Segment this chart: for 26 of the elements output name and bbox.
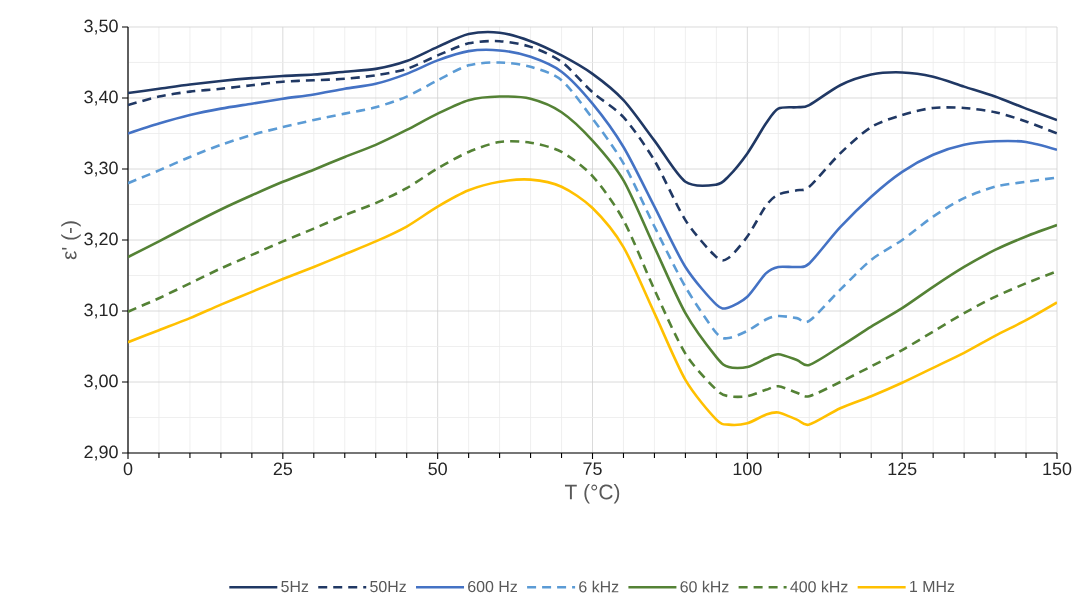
y-tick-label: 3,30	[84, 161, 118, 177]
x-tick-label: 50	[428, 462, 447, 476]
legend-label: 50Hz	[370, 580, 406, 593]
x-tick-label: 25	[273, 462, 293, 476]
line-series	[128, 95, 1058, 370]
x-tick-label: 125	[888, 462, 917, 476]
x-tick-label: 100	[733, 462, 762, 476]
y-tick-label: 3,00	[84, 374, 118, 390]
line-series	[128, 178, 1058, 427]
x-tick-label: 75	[583, 462, 602, 476]
y-tick-label: 3,10	[84, 303, 118, 319]
y-tick-label: 2,90	[84, 445, 118, 461]
line-series	[128, 39, 1058, 261]
legend-label: 400 kHz	[790, 580, 848, 593]
x-tick-label: 0	[123, 462, 133, 476]
y-tick-label: 3,50	[84, 19, 118, 35]
legend-label: 1 MHz	[910, 581, 955, 592]
legend-label: 5Hz	[281, 581, 309, 593]
x-tick-label: 150	[1043, 462, 1072, 476]
y-tick-label: 3,40	[84, 90, 118, 106]
legend-label: 6 kHz	[579, 580, 619, 593]
x-axis-title: T (°C)	[564, 484, 620, 504]
y-tick-label: 3,20	[84, 232, 118, 248]
y-axis-title: ε' (-)	[61, 221, 81, 260]
legend-label: 600 Hz	[468, 580, 517, 593]
legend-label: 60 kHz	[680, 580, 729, 593]
